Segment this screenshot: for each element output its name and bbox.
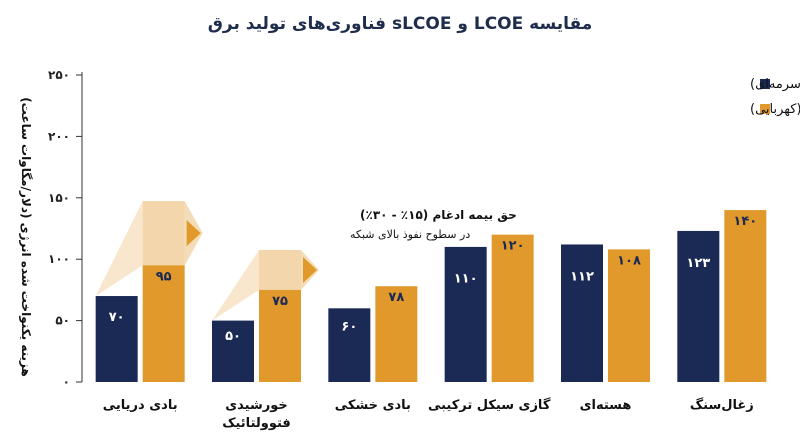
category-label: خورشیدی [225, 398, 288, 413]
bar-lcoe [444, 246, 487, 382]
bar-value-label: ۶۰ [341, 320, 357, 335]
bar-lcoe [95, 296, 138, 382]
bar-value-label: ۷۰ [109, 310, 125, 325]
bar-value-label: ۵۰ [225, 329, 241, 344]
y-tick-label: ۵۰ [55, 314, 70, 328]
bar-slcoe [608, 249, 650, 382]
category-label: بادی دریایی [103, 398, 178, 413]
chart-title: مقایسه LCOE و sLCOE فناوری‌های تولید برق [207, 14, 593, 34]
premium-arrow-head [186, 220, 201, 247]
bar-slcoe [491, 234, 534, 382]
category-label: هسته‌ای [580, 398, 632, 413]
bar-lcoe [328, 308, 371, 382]
y-tick-label: ۲۵۰ [48, 68, 70, 82]
bars: ۷۰ ۹۵ ۵۰ ۷۵ ۶۰ ۷۸ ۱۱۰ ۱۲۰ ۱۱۲ ۱۰۸ ۱۲۳ ۱۴۰ [95, 210, 767, 382]
bar-lcoe [677, 230, 720, 382]
integration-premium-arrows [95, 201, 319, 321]
legend-label: LCOE مستقل (سرمه‌ای) [750, 77, 800, 92]
bar-value-label: ۷۸ [388, 290, 404, 305]
bar-value-label: ۱۰۸ [617, 253, 641, 268]
legend-swatch [760, 104, 770, 114]
bar-value-label: ۷۵ [272, 294, 288, 309]
legend-swatch [760, 79, 770, 89]
bar-slcoe [142, 265, 185, 382]
annotation-line-2: در سطوح نفوذ بالای شبکه [350, 228, 470, 241]
premium-band [142, 201, 185, 266]
category-label: فتوولتائیک [222, 416, 291, 431]
y-tick-label: ۲۰۰ [48, 129, 70, 143]
premium-wedge [212, 250, 259, 321]
premium-band [259, 250, 301, 290]
annotation: حق بیمه ادغام (۱۵٪ - ۳۰٪) در سطوح نفوذ ب… [350, 208, 517, 241]
x-axis-categories: بادی دریایی خورشیدی فتوولتائیک بادی خشکی گاز… [103, 397, 754, 431]
y-tick-label: ۱۰۰ [48, 252, 70, 266]
legend-label: sLCOE تنظیم‌شده (کهربایی) [750, 102, 800, 117]
bar-value-label: ۱۴۰ [733, 214, 757, 229]
bar-value-label: ۹۵ [156, 269, 172, 284]
y-tick-label: ۰ [63, 375, 70, 389]
y-axis: ۰ ۵۰ ۱۰۰ ۱۵۰ ۲۰۰ ۲۵۰ [48, 68, 83, 389]
legend: LCOE مستقل (سرمه‌ای) sLCOE تنظیم‌شده (کهر… [750, 77, 800, 117]
category-label: بادی خشکی [335, 398, 411, 413]
bar-slcoe [724, 210, 767, 382]
category-label: گازی سیکل ترکیبی [428, 397, 551, 413]
annotation-line-1: حق بیمه ادغام (۱۵٪ - ۳۰٪) [360, 208, 517, 223]
category-label: زغال‌سنگ [690, 397, 754, 413]
y-axis-label: هزینه یکنواخت شده انرژی (دلار/مگاوات ساع… [18, 97, 33, 377]
bar-lcoe [561, 244, 603, 382]
bar-slcoe [259, 289, 301, 382]
bar-value-label: ۱۱۰ [454, 272, 478, 287]
y-tick-label: ۱۵۰ [48, 191, 70, 205]
bar-value-label: ۱۱۲ [570, 269, 594, 284]
bar-value-label: ۱۲۳ [686, 256, 710, 271]
bar-lcoe [212, 320, 254, 382]
premium-wedge [95, 201, 143, 297]
premium-arrow-head [303, 256, 317, 283]
bar-slcoe [375, 286, 418, 382]
bar-value-label: ۱۲۰ [501, 239, 525, 254]
